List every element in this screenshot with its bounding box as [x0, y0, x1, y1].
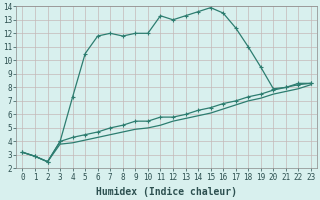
X-axis label: Humidex (Indice chaleur): Humidex (Indice chaleur) [96, 187, 237, 197]
